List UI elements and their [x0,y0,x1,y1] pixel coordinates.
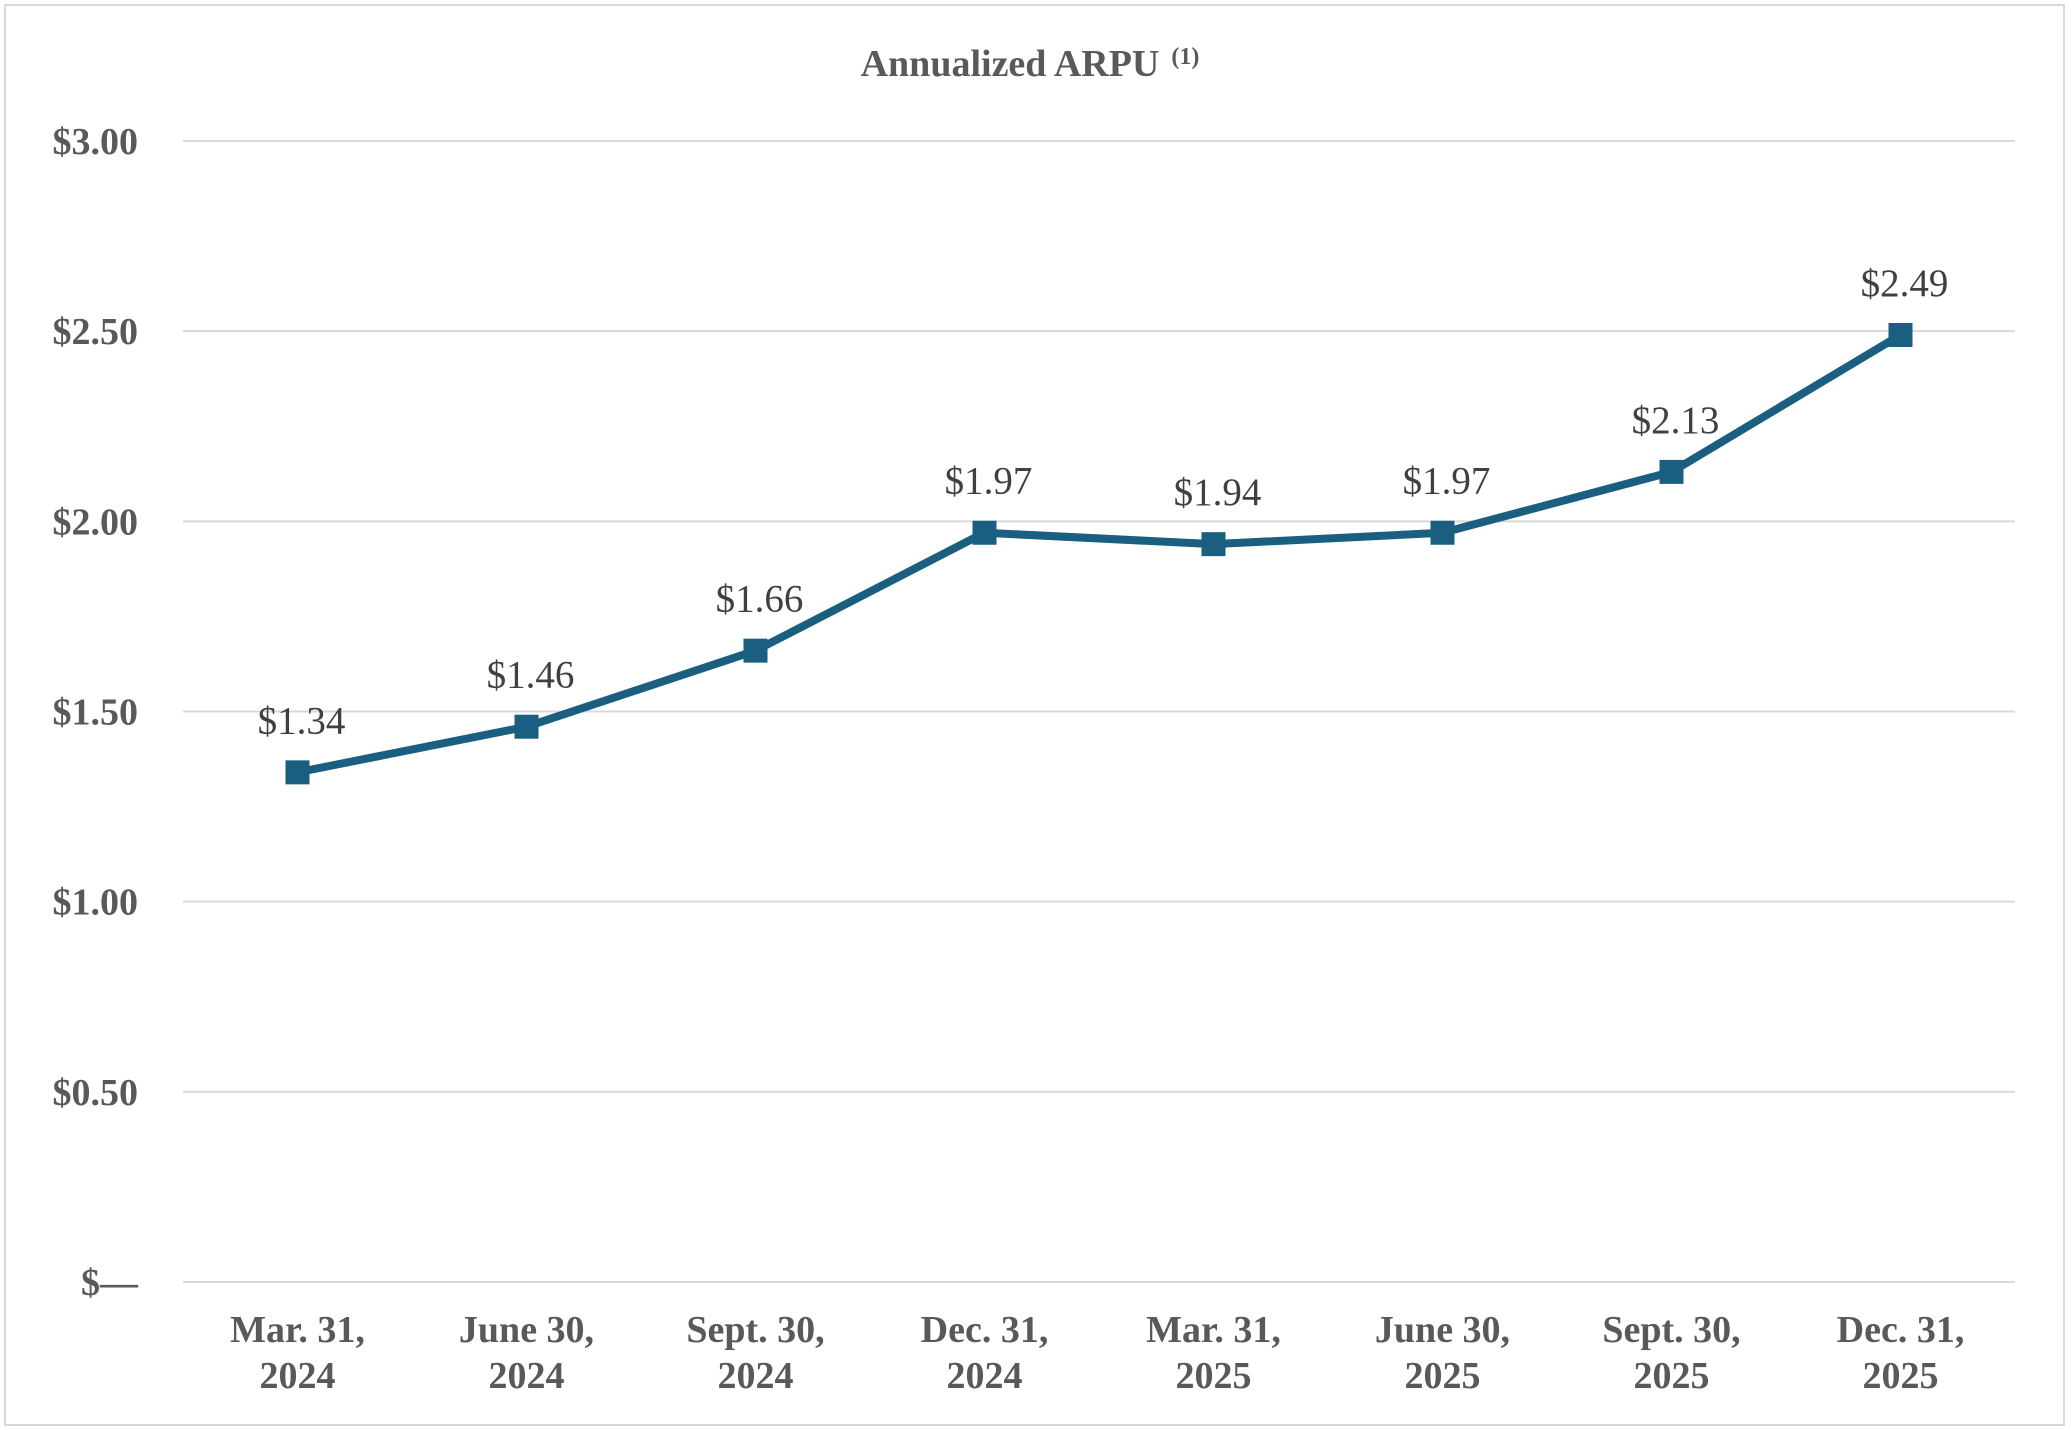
x-tick-label: Mar. 31, 2025 [1146,1309,1281,1397]
y-axis-tick-labels: $— $0.50 $1.00 $1.50 $2.00 $2.50 $3.00 [53,121,140,1304]
chart-frame [4,4,2065,1426]
gridlines [183,140,2015,1283]
y-tick-label: $2.00 [53,501,139,543]
data-label: $2.49 [1861,262,1949,305]
data-label: $1.94 [1174,471,1262,514]
data-point-marker [972,520,997,545]
data-label: $1.34 [258,699,346,742]
x-tick-label: Dec. 31, 2024 [921,1309,1049,1397]
y-tick-label: $1.50 [53,692,139,734]
chart-title-text: Annualized ARPU [861,43,1160,85]
data-label: $2.13 [1632,399,1720,442]
x-axis-tick-labels: Mar. 31, 2024 June 30, 2024 Sept. 30, 2024 Dec… [230,1309,1964,1397]
x-tick-label: Sept. 30, 2024 [686,1309,824,1397]
y-tick-label: $1.00 [53,882,139,924]
series-arpu [285,322,1913,785]
data-point-marker [743,638,768,663]
data-label: $1.46 [487,654,575,697]
data-point-marker [1659,459,1684,484]
data-label: $1.66 [716,578,804,621]
data-point-marker [1888,322,1913,347]
x-tick-label: Mar. 31, 2024 [230,1309,365,1397]
data-labels: $1.34 $1.46 $1.66 $1.97 $1.94 $1.97 $2.13 $2.49 [258,262,1949,742]
y-tick-label: $0.50 [53,1072,139,1114]
x-tick-label: June 30, 2024 [459,1309,594,1397]
chart-title: Annualized ARPU (1) [861,43,1200,85]
data-point-marker [285,760,310,785]
data-point-marker [1201,532,1226,557]
data-label: $1.97 [945,460,1033,503]
data-point-marker [1430,520,1455,545]
y-tick-label: $2.50 [53,311,139,353]
x-tick-label: Sept. 30, 2025 [1602,1309,1740,1397]
data-point-marker [514,714,539,739]
series-line [296,331,1903,777]
data-label: $1.97 [1403,460,1491,503]
y-tick-label: $— [81,1262,139,1304]
y-tick-label: $3.00 [53,121,139,163]
chart-title-superscript: (1) [1171,44,1199,70]
x-tick-label: Dec. 31, 2025 [1837,1309,1965,1397]
x-tick-label: June 30, 2025 [1375,1309,1510,1397]
